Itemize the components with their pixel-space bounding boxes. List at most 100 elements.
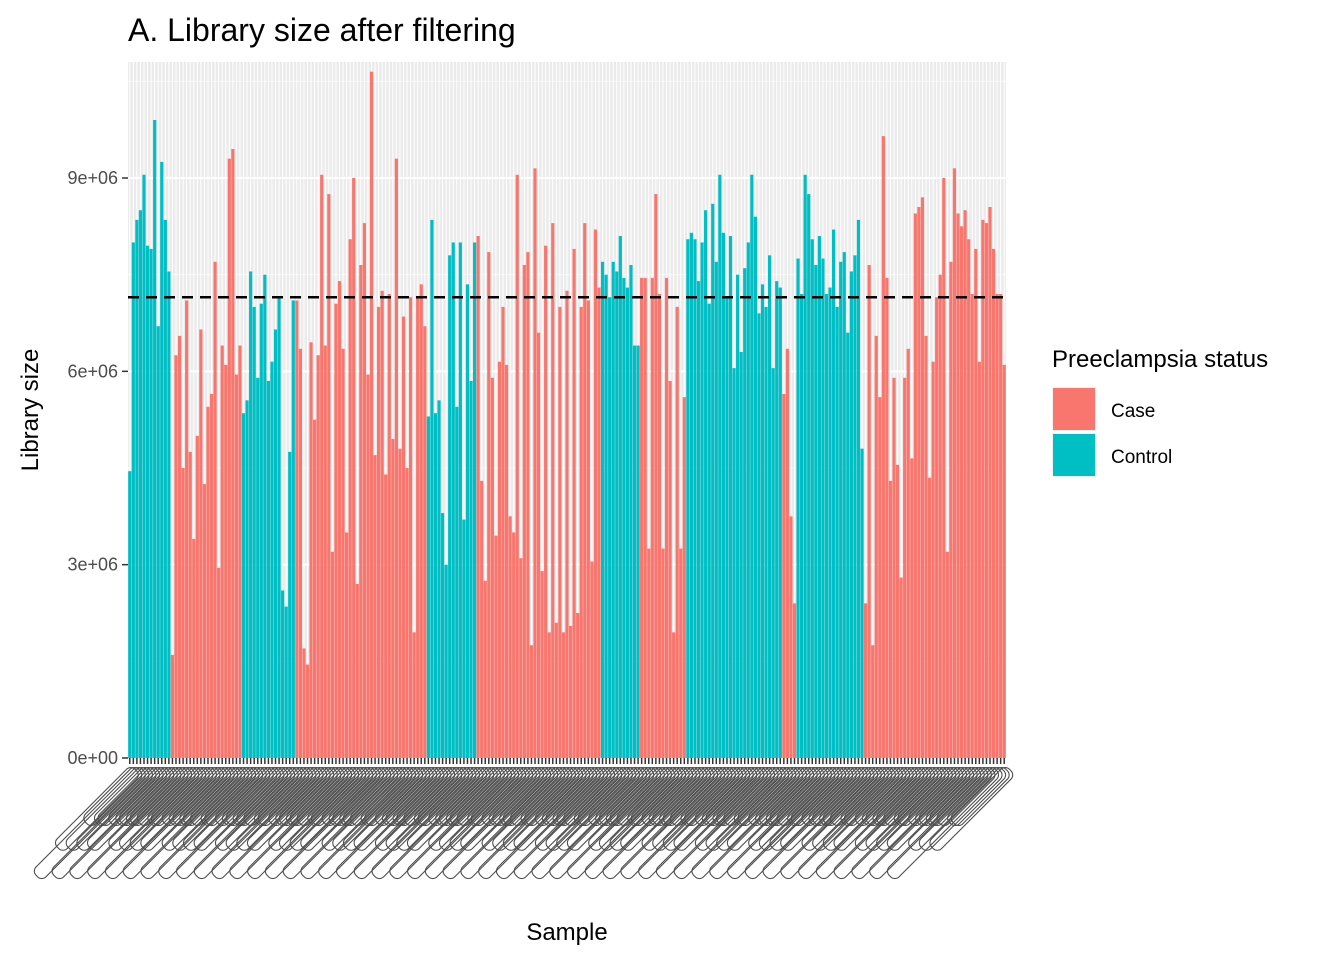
bar: [345, 532, 349, 758]
bar: [835, 306, 839, 758]
bar: [512, 532, 516, 758]
bar: [302, 648, 306, 758]
bar: [693, 239, 697, 758]
bar: [565, 290, 569, 758]
bar: [999, 294, 1003, 758]
bar: [458, 242, 462, 758]
bar: [647, 548, 651, 758]
bar: [757, 313, 761, 758]
bar: [398, 448, 402, 758]
bar: [295, 300, 299, 758]
bar: [313, 419, 317, 758]
bar: [675, 306, 679, 758]
bar: [636, 345, 640, 758]
bar: [874, 335, 878, 758]
bar: [611, 261, 615, 758]
bar: [170, 654, 175, 758]
bar: [366, 374, 370, 758]
legend-swatch-control: [1053, 434, 1095, 476]
bar: [259, 303, 263, 758]
x-tick-label-glyphs: [947, 766, 1007, 827]
bar: [206, 406, 210, 758]
bar: [519, 558, 523, 758]
bar: [348, 239, 352, 758]
bar: [373, 455, 377, 758]
bar: [789, 516, 793, 758]
bar: [618, 236, 622, 758]
bar: [497, 361, 502, 758]
bar: [892, 377, 896, 758]
bar: [501, 306, 505, 758]
bar: [234, 374, 239, 758]
bar: [668, 381, 672, 758]
bar: [327, 194, 331, 759]
bar: [657, 294, 662, 758]
bar: [743, 268, 747, 758]
bar: [305, 664, 310, 758]
bar: [217, 567, 221, 758]
bar: [515, 174, 519, 758]
bar: [472, 242, 477, 758]
bar: [341, 348, 345, 758]
legend-label-control: Control: [1111, 447, 1172, 468]
bar: [604, 274, 608, 758]
x-tick-label: [947, 766, 1007, 827]
bar: [760, 284, 765, 758]
bar: [480, 480, 484, 758]
bar: [369, 71, 374, 758]
bar: [686, 239, 690, 758]
bars-layer: [128, 71, 1006, 759]
bar: [451, 242, 455, 758]
bar: [316, 355, 320, 758]
bar: [661, 548, 665, 758]
bar: [913, 213, 917, 758]
bar: [728, 236, 733, 758]
bar: [974, 248, 978, 758]
bar: [1002, 364, 1006, 758]
x-tick-label-glyphs: [950, 766, 1010, 827]
bar: [821, 258, 825, 758]
bar: [682, 397, 686, 758]
bar: [377, 306, 381, 758]
bar: [138, 210, 143, 758]
bar: [778, 287, 782, 758]
bar: [579, 306, 583, 758]
bar: [362, 223, 366, 759]
bar: [263, 274, 267, 758]
bar: [142, 174, 146, 758]
bar: [949, 261, 953, 758]
bar: [586, 300, 590, 758]
bar: [771, 368, 775, 758]
bar: [476, 236, 480, 758]
bar: [970, 294, 974, 758]
bar: [881, 136, 885, 759]
bar: [465, 284, 470, 758]
x-axis: [33, 758, 1014, 880]
bar: [195, 435, 199, 758]
bar: [732, 368, 736, 758]
bar: [156, 326, 160, 758]
bar: [544, 245, 548, 758]
bar: [828, 287, 832, 758]
bar: [252, 306, 256, 758]
bar: [640, 277, 644, 758]
bar: [718, 174, 722, 758]
bar: [600, 261, 605, 758]
bar: [245, 400, 249, 758]
bar: [885, 277, 889, 758]
bar: [444, 564, 448, 758]
bar: [988, 207, 992, 758]
bar: [849, 271, 853, 758]
bar: [174, 355, 178, 758]
bar: [910, 458, 914, 758]
bar: [814, 265, 818, 758]
bar: [704, 210, 708, 758]
x-tick-label: [929, 766, 1014, 851]
bar: [707, 303, 711, 758]
bar: [856, 219, 861, 758]
y-tick-label: 3e+06: [67, 555, 118, 575]
bar: [927, 477, 932, 758]
bar: [526, 252, 530, 758]
bar: [568, 625, 573, 758]
